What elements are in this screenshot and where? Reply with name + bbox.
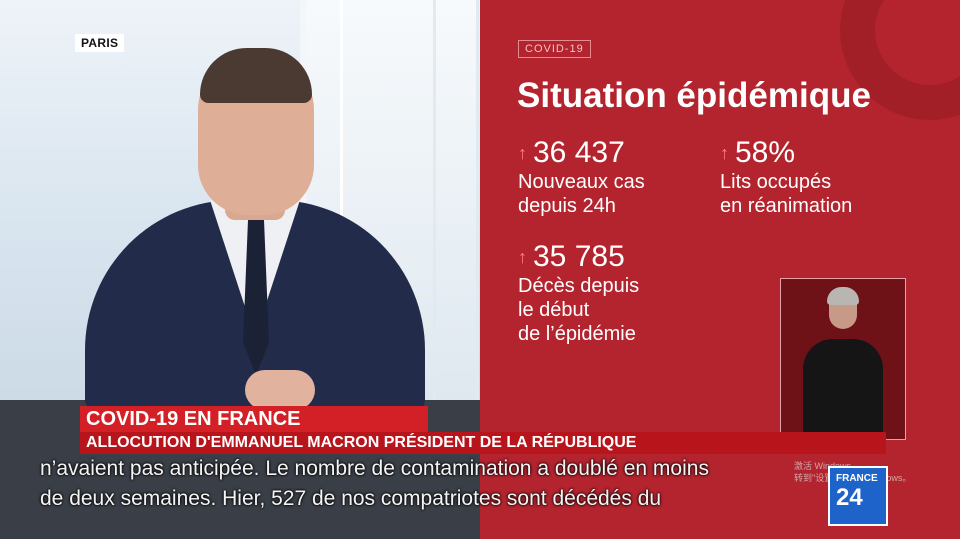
background-window-pane — [340, 0, 436, 400]
panel-title: Situation épidémique — [517, 76, 871, 115]
lower-third: COVID-19 EN FRANCE ALLOCUTION D'EMMANUEL… — [80, 406, 886, 458]
stat-deaths: ↑ 35 785 Décès depuis le début de l’épidé… — [518, 240, 639, 346]
lower-third-headline: COVID-19 EN FRANCE — [80, 406, 428, 432]
stat-icu-beds: ↑ 58% Lits occupés en réanimation — [720, 136, 852, 218]
logo-line1: FRANCE — [836, 473, 878, 484]
subtitle-line: n’avaient pas anticipée. Le nombre de co… — [40, 457, 709, 480]
virus-icon — [840, 0, 960, 120]
up-arrow-icon: ↑ — [720, 142, 729, 163]
logo-line2: 24 — [836, 484, 863, 511]
sign-language-interpreter — [780, 278, 906, 440]
interpreter-hair — [827, 287, 859, 305]
interpreter-body — [803, 339, 883, 439]
speaker-hair — [200, 48, 312, 103]
stat-value: 36 437 — [533, 136, 625, 169]
speaker-tie — [243, 215, 269, 375]
subtitles: n’avaient pas anticipée. Le nombre de co… — [40, 454, 840, 514]
location-tag: PARIS — [75, 34, 125, 52]
stat-label: Lits occupés en réanimation — [720, 171, 853, 217]
panel-tag: COVID-19 — [518, 40, 591, 58]
speaker-hands — [245, 370, 315, 410]
up-arrow-icon: ↑ — [518, 246, 527, 267]
stat-label: Décès depuis le début de l’épidémie — [518, 275, 640, 345]
france24-logo: FRANCE 24 — [828, 466, 888, 526]
lower-third-subline: ALLOCUTION D'EMMANUEL MACRON PRÉSIDENT D… — [80, 432, 886, 454]
subtitle-line: de deux semaines. Hier, 527 de nos compa… — [40, 487, 662, 510]
up-arrow-icon: ↑ — [518, 142, 527, 163]
stat-label: Nouveaux cas depuis 24h — [518, 171, 645, 217]
stat-value: 58% — [735, 136, 796, 169]
stat-new-cases: ↑ 36 437 Nouveaux cas depuis 24h — [518, 136, 645, 218]
video-feed: PARIS — [0, 0, 480, 539]
stat-value: 35 785 — [533, 240, 625, 273]
